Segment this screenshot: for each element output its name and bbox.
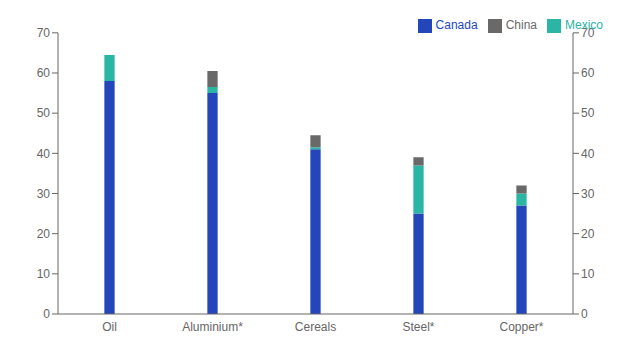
svg-text:30: 30	[37, 187, 51, 201]
svg-text:50: 50	[37, 106, 51, 120]
svg-text:20: 20	[37, 227, 51, 241]
svg-text:Aluminium*: Aluminium*	[182, 320, 243, 334]
svg-text:20: 20	[581, 227, 595, 241]
svg-text:70: 70	[37, 26, 51, 40]
svg-text:70: 70	[581, 26, 595, 40]
svg-text:10: 10	[37, 267, 51, 281]
svg-text:40: 40	[37, 147, 51, 161]
svg-text:Copper*: Copper*	[499, 320, 543, 334]
svg-text:Cereals: Cereals	[295, 320, 336, 334]
svg-text:60: 60	[581, 66, 595, 80]
svg-text:50: 50	[581, 106, 595, 120]
svg-text:40: 40	[581, 147, 595, 161]
svg-text:0: 0	[581, 307, 588, 321]
svg-text:10: 10	[581, 267, 595, 281]
svg-text:30: 30	[581, 187, 595, 201]
svg-text:Steel*: Steel*	[402, 320, 434, 334]
svg-text:0: 0	[43, 307, 50, 321]
svg-text:60: 60	[37, 66, 51, 80]
svg-text:Oil: Oil	[102, 320, 117, 334]
